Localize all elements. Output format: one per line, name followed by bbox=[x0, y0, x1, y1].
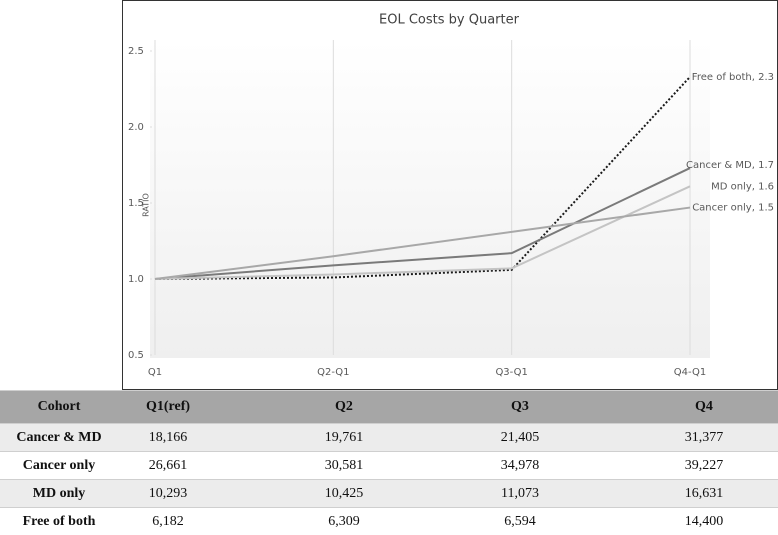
value-cell: 26,661 bbox=[118, 452, 218, 480]
value-cell: 11,073 bbox=[470, 480, 570, 508]
value-cell: 6,182 bbox=[118, 508, 218, 535]
header-cell: Cohort bbox=[0, 391, 118, 424]
value-cell: 31,377 bbox=[570, 424, 778, 452]
data-label: Cancer only, 1.5 bbox=[692, 203, 774, 214]
x-tick-label: Q1 bbox=[148, 367, 162, 378]
data-label: Free of both, 2.3 bbox=[692, 72, 774, 83]
value-cell: 10,293 bbox=[118, 480, 218, 508]
y-tick-label: 2.0 bbox=[128, 122, 144, 133]
header-cell: Q2 bbox=[218, 391, 470, 424]
x-tick-label: Q2-Q1 bbox=[317, 367, 349, 378]
header-cell: Q4 bbox=[570, 391, 778, 424]
value-cell: 14,400 bbox=[570, 508, 778, 535]
value-cell: 34,978 bbox=[470, 452, 570, 480]
value-cell: 39,227 bbox=[570, 452, 778, 480]
value-cell: 6,594 bbox=[470, 508, 570, 535]
chart: EOL Costs by Quarter RATIO 0.51.01.52.02… bbox=[0, 0, 778, 390]
cohort-cell: MD only bbox=[0, 480, 118, 508]
value-cell: 16,631 bbox=[570, 480, 778, 508]
cohort-cell: Free of both bbox=[0, 508, 118, 535]
y-tick-label: 2.5 bbox=[128, 46, 144, 57]
y-tick-label: 0.5 bbox=[128, 350, 144, 361]
chart-title: EOL Costs by Quarter bbox=[379, 13, 520, 28]
cohort-cell: Cancer & MD bbox=[0, 424, 118, 452]
x-tick-label: Q3-Q1 bbox=[495, 367, 527, 378]
value-cell: 10,425 bbox=[218, 480, 470, 508]
x-tick-label: Q4-Q1 bbox=[674, 367, 706, 378]
header-cell: Q3 bbox=[470, 391, 570, 424]
data-label: MD only, 1.6 bbox=[711, 181, 774, 192]
cohort-cell: Cancer only bbox=[0, 452, 118, 480]
value-cell: 19,761 bbox=[218, 424, 470, 452]
data-label: Cancer & MD, 1.7 bbox=[686, 160, 774, 171]
y-tick-label: 1.0 bbox=[128, 274, 144, 285]
header-cell: Q1(ref) bbox=[118, 391, 218, 424]
value-cell: 6,309 bbox=[218, 508, 470, 535]
y-tick-label: 1.5 bbox=[128, 198, 144, 209]
value-cell: 21,405 bbox=[470, 424, 570, 452]
value-cell: 18,166 bbox=[118, 424, 218, 452]
value-cell: 30,581 bbox=[218, 452, 470, 480]
